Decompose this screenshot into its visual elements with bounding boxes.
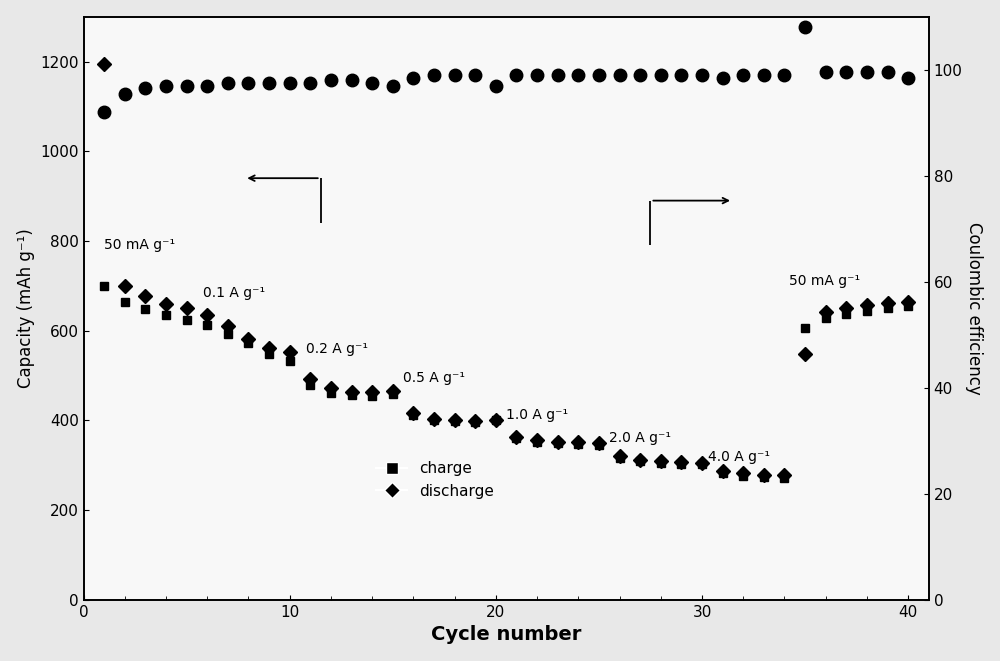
Text: 0.1 A g⁻¹: 0.1 A g⁻¹ <box>203 286 265 299</box>
charge <box>366 392 378 400</box>
Text: 1.0 A g⁻¹: 1.0 A g⁻¹ <box>506 408 568 422</box>
Y-axis label: Capacity (mAh g⁻¹): Capacity (mAh g⁻¹) <box>17 229 35 388</box>
discharge <box>449 416 461 424</box>
charge <box>325 389 337 397</box>
charge <box>861 307 873 315</box>
Text: 4.0 A g⁻¹: 4.0 A g⁻¹ <box>708 450 770 464</box>
charge <box>655 459 667 467</box>
charge <box>634 457 646 465</box>
charge <box>675 459 687 467</box>
charge <box>346 391 358 399</box>
charge <box>717 469 729 477</box>
charge <box>614 454 626 462</box>
charge <box>778 474 790 482</box>
discharge <box>304 375 316 383</box>
discharge <box>572 438 584 446</box>
discharge <box>758 471 770 479</box>
discharge <box>531 436 543 444</box>
Text: 0.5 A g⁻¹: 0.5 A g⁻¹ <box>403 371 465 385</box>
Line: discharge: discharge <box>99 59 913 480</box>
charge <box>139 305 151 313</box>
charge <box>284 357 296 365</box>
charge <box>758 473 770 481</box>
discharge <box>263 344 275 352</box>
charge <box>119 299 131 307</box>
charge <box>882 304 894 312</box>
charge <box>201 321 213 329</box>
charge <box>490 416 502 424</box>
discharge <box>593 439 605 447</box>
charge <box>98 282 110 290</box>
discharge <box>366 388 378 396</box>
discharge <box>346 388 358 396</box>
discharge <box>201 311 213 319</box>
discharge <box>98 59 110 67</box>
Line: charge: charge <box>100 282 912 482</box>
Text: 50 mA g⁻¹: 50 mA g⁻¹ <box>104 239 175 253</box>
discharge <box>737 469 749 477</box>
discharge <box>717 467 729 475</box>
charge <box>737 472 749 480</box>
charge <box>820 314 832 322</box>
discharge <box>387 387 399 395</box>
discharge <box>139 292 151 299</box>
discharge <box>820 308 832 316</box>
charge <box>799 324 811 332</box>
charge <box>242 339 254 347</box>
discharge <box>284 348 296 356</box>
charge <box>572 440 584 447</box>
discharge <box>510 433 522 441</box>
discharge <box>469 417 481 425</box>
discharge <box>222 323 234 330</box>
discharge <box>902 297 914 305</box>
discharge <box>119 282 131 290</box>
discharge <box>325 384 337 392</box>
charge <box>469 418 481 426</box>
discharge <box>634 456 646 464</box>
discharge <box>861 301 873 309</box>
discharge <box>614 452 626 460</box>
charge <box>593 441 605 449</box>
charge <box>552 440 564 447</box>
charge <box>407 411 419 419</box>
discharge <box>160 300 172 308</box>
Y-axis label: Coulombic efficiency: Coulombic efficiency <box>965 222 983 395</box>
discharge <box>778 471 790 479</box>
discharge <box>696 459 708 467</box>
charge <box>222 330 234 338</box>
charge <box>840 310 852 318</box>
charge <box>510 434 522 442</box>
discharge <box>799 350 811 358</box>
discharge <box>428 414 440 422</box>
X-axis label: Cycle number: Cycle number <box>431 625 581 644</box>
charge <box>387 389 399 397</box>
Text: 0.2 A g⁻¹: 0.2 A g⁻¹ <box>306 342 368 356</box>
discharge <box>181 304 193 312</box>
charge <box>160 311 172 319</box>
charge <box>304 381 316 389</box>
charge <box>428 416 440 424</box>
discharge <box>675 458 687 466</box>
Legend: charge, discharge: charge, discharge <box>370 455 500 505</box>
charge <box>902 302 914 310</box>
charge <box>181 315 193 323</box>
discharge <box>552 438 564 446</box>
charge <box>531 438 543 446</box>
Text: 2.0 A g⁻¹: 2.0 A g⁻¹ <box>609 432 671 446</box>
discharge <box>840 304 852 312</box>
charge <box>263 350 275 358</box>
Text: 50 mA g⁻¹: 50 mA g⁻¹ <box>789 274 860 288</box>
discharge <box>882 299 894 307</box>
discharge <box>242 335 254 343</box>
discharge <box>655 457 667 465</box>
charge <box>696 461 708 469</box>
charge <box>449 417 461 425</box>
discharge <box>407 409 419 417</box>
discharge <box>490 416 502 424</box>
